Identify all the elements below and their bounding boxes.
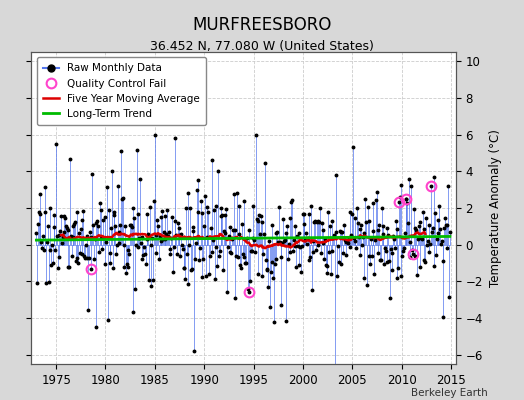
Text: Berkeley Earth: Berkeley Earth: [411, 388, 487, 398]
Legend: Raw Monthly Data, Quality Control Fail, Five Year Moving Average, Long-Term Tren: Raw Monthly Data, Quality Control Fail, …: [37, 57, 206, 125]
Text: MURFREESBORO: MURFREESBORO: [192, 16, 332, 34]
Y-axis label: Temperature Anomaly (°C): Temperature Anomaly (°C): [488, 129, 501, 287]
Text: 36.452 N, 77.080 W (United States): 36.452 N, 77.080 W (United States): [150, 40, 374, 53]
